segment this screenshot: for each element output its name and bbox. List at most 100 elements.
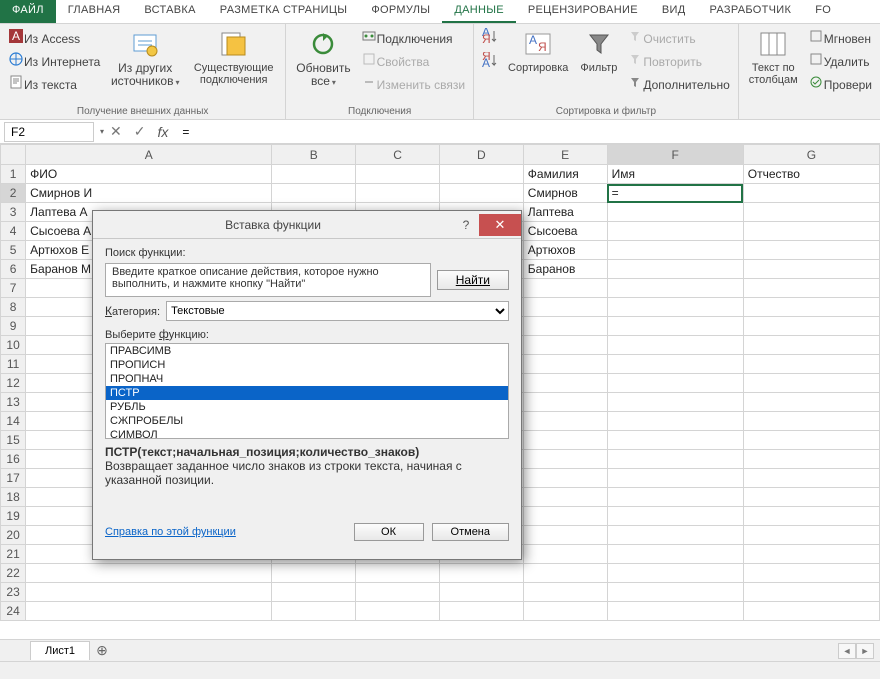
cell[interactable] bbox=[523, 317, 607, 336]
cell[interactable]: Лаптева bbox=[523, 203, 607, 222]
cell[interactable] bbox=[356, 165, 440, 184]
row-header[interactable]: 18 bbox=[1, 488, 26, 507]
search-function-input[interactable]: Введите краткое описание действия, котор… bbox=[105, 263, 431, 297]
cell[interactable] bbox=[607, 355, 743, 374]
cell[interactable] bbox=[607, 298, 743, 317]
cell[interactable] bbox=[743, 469, 879, 488]
refresh-all-button[interactable]: Обновить все▾ bbox=[292, 26, 354, 90]
from-other-button[interactable]: Из других источников▾ bbox=[106, 26, 184, 90]
row-header[interactable]: 23 bbox=[1, 583, 26, 602]
connections-button[interactable]: Подключения bbox=[359, 26, 467, 48]
column-header[interactable]: F bbox=[607, 145, 743, 165]
cell[interactable] bbox=[439, 165, 523, 184]
cell[interactable] bbox=[743, 317, 879, 336]
filter-button[interactable]: Фильтр bbox=[576, 26, 621, 76]
cell[interactable] bbox=[523, 564, 607, 583]
cell[interactable] bbox=[743, 507, 879, 526]
cell[interactable] bbox=[356, 184, 440, 203]
cell[interactable] bbox=[743, 374, 879, 393]
cell[interactable] bbox=[743, 583, 879, 602]
column-header[interactable]: G bbox=[743, 145, 879, 165]
cell[interactable]: Баранов bbox=[523, 260, 607, 279]
function-list-item[interactable]: ПСТР bbox=[106, 386, 508, 400]
edit-links-button[interactable]: Изменить связи bbox=[359, 72, 467, 94]
row-header[interactable]: 1 bbox=[1, 165, 26, 184]
cell[interactable] bbox=[743, 526, 879, 545]
function-list-item[interactable]: СЖПРОБЕЛЫ bbox=[106, 414, 508, 428]
cell[interactable] bbox=[356, 602, 440, 621]
dialog-titlebar[interactable]: Вставка функции ? ✕ bbox=[93, 211, 521, 239]
ribbon-tab-fo[interactable]: Fo bbox=[803, 0, 843, 23]
cell[interactable]: Сысоева bbox=[523, 222, 607, 241]
cell[interactable]: Отчество bbox=[743, 165, 879, 184]
row-header[interactable]: 6 bbox=[1, 260, 26, 279]
formula-input[interactable] bbox=[174, 123, 880, 141]
row-header[interactable]: 13 bbox=[1, 393, 26, 412]
cell[interactable] bbox=[523, 431, 607, 450]
cell[interactable] bbox=[743, 450, 879, 469]
ribbon-tab-данные[interactable]: ДАННЫЕ bbox=[442, 0, 516, 23]
cell[interactable]: Артюхов bbox=[523, 241, 607, 260]
cell[interactable] bbox=[743, 564, 879, 583]
row-header[interactable]: 20 bbox=[1, 526, 26, 545]
cell[interactable] bbox=[607, 393, 743, 412]
cell[interactable] bbox=[607, 545, 743, 564]
cell[interactable] bbox=[607, 526, 743, 545]
cell[interactable] bbox=[607, 602, 743, 621]
cell[interactable]: Смирнов И bbox=[26, 184, 272, 203]
cell[interactable] bbox=[523, 336, 607, 355]
cell[interactable] bbox=[743, 431, 879, 450]
sort-desc-button[interactable]: ЯА bbox=[480, 50, 500, 73]
ribbon-tab-файл[interactable]: ФАЙЛ bbox=[0, 0, 56, 23]
cell[interactable] bbox=[743, 222, 879, 241]
cell[interactable]: Фамилия bbox=[523, 165, 607, 184]
cell[interactable] bbox=[439, 184, 523, 203]
column-header[interactable]: A bbox=[26, 145, 272, 165]
name-box[interactable] bbox=[4, 122, 94, 142]
add-sheet-button[interactable]: ⊕ bbox=[90, 642, 114, 659]
flash-fill-button[interactable]: Мгновен bbox=[806, 26, 874, 48]
cell[interactable] bbox=[607, 583, 743, 602]
row-header[interactable]: 4 bbox=[1, 222, 26, 241]
find-button[interactable]: Найти bbox=[437, 270, 509, 290]
cell[interactable] bbox=[743, 412, 879, 431]
dialog-help-button[interactable]: ? bbox=[453, 214, 479, 236]
row-header[interactable]: 24 bbox=[1, 602, 26, 621]
cell[interactable] bbox=[607, 222, 743, 241]
cell[interactable] bbox=[356, 564, 440, 583]
row-header[interactable]: 10 bbox=[1, 336, 26, 355]
cell[interactable] bbox=[523, 488, 607, 507]
from-text-button[interactable]: Из текста bbox=[6, 72, 102, 94]
cell[interactable] bbox=[523, 279, 607, 298]
function-list-item[interactable]: ПРОПНАЧ bbox=[106, 372, 508, 386]
cell[interactable] bbox=[607, 317, 743, 336]
advanced-filter-button[interactable]: Дополнительно bbox=[625, 72, 731, 94]
cell[interactable] bbox=[743, 545, 879, 564]
cell[interactable] bbox=[743, 602, 879, 621]
row-header[interactable]: 22 bbox=[1, 564, 26, 583]
cell[interactable] bbox=[523, 526, 607, 545]
cell[interactable] bbox=[607, 336, 743, 355]
row-header[interactable]: 19 bbox=[1, 507, 26, 526]
row-header[interactable]: 12 bbox=[1, 374, 26, 393]
cell[interactable] bbox=[356, 583, 440, 602]
fx-button[interactable]: fx bbox=[151, 124, 174, 140]
from-access-button[interactable]: AИз Access bbox=[6, 26, 102, 48]
ribbon-tab-формулы[interactable]: ФОРМУЛЫ bbox=[359, 0, 442, 23]
row-header[interactable]: 5 bbox=[1, 241, 26, 260]
column-header[interactable]: C bbox=[356, 145, 440, 165]
cell[interactable] bbox=[607, 469, 743, 488]
cell[interactable] bbox=[523, 545, 607, 564]
clear-filter-button[interactable]: Очистить bbox=[625, 26, 731, 48]
cell[interactable] bbox=[607, 450, 743, 469]
dialog-close-button[interactable]: ✕ bbox=[479, 214, 521, 236]
cell[interactable] bbox=[439, 564, 523, 583]
row-header[interactable]: 15 bbox=[1, 431, 26, 450]
function-list-item[interactable]: ПРАВСИМВ bbox=[106, 344, 508, 358]
horizontal-scrollbar[interactable]: ◄► bbox=[838, 643, 878, 661]
cell[interactable] bbox=[523, 355, 607, 374]
row-header[interactable]: 16 bbox=[1, 450, 26, 469]
ok-button[interactable]: ОК bbox=[354, 523, 424, 541]
column-header[interactable]: E bbox=[523, 145, 607, 165]
row-header[interactable]: 14 bbox=[1, 412, 26, 431]
